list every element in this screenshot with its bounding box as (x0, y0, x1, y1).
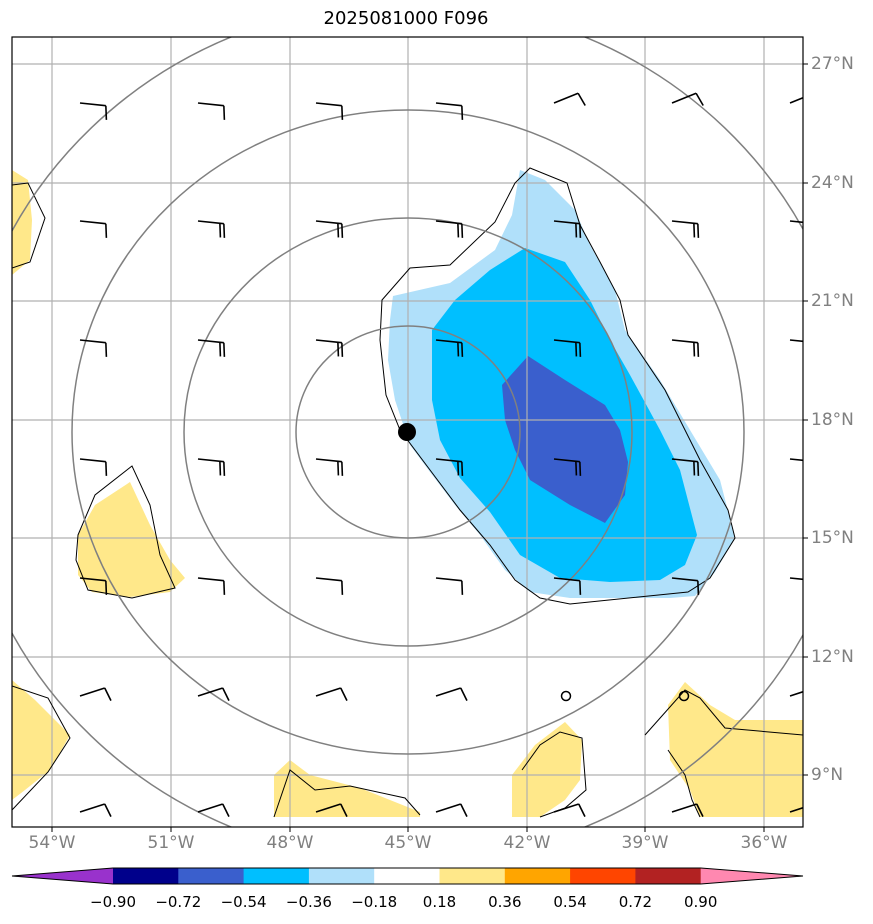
wind-barb (435, 803, 468, 818)
colorbar-tick-label: 0.72 (618, 893, 653, 911)
calm-wind-marker (678, 690, 690, 702)
colorbar-extend-low (12, 868, 113, 884)
map-panel (11, 36, 808, 832)
wind-barb (79, 577, 108, 595)
colorbar-segment (308, 868, 375, 884)
wind-barb (79, 339, 108, 357)
colorbar-tick-label: 0.18 (422, 893, 457, 911)
colorbar-tick-label: −0.54 (220, 893, 267, 911)
wind-barb (79, 687, 112, 702)
colorbar-extend-high (700, 868, 803, 884)
wind-barb (315, 577, 344, 595)
lon-tick-label: 36°W (740, 833, 788, 853)
wind-barb (197, 687, 230, 702)
colorbar-segment (635, 868, 702, 884)
lat-tick-label: 21°N (811, 291, 854, 311)
wind-barb (315, 339, 344, 357)
wind-barb (671, 458, 700, 476)
wind-barb (79, 803, 112, 818)
lat-tick-label: 18°N (811, 410, 854, 430)
lon-tick-label: 39°W (621, 833, 669, 853)
lat-tick-marks (803, 63, 808, 776)
wind-barb (553, 220, 582, 238)
lon-tick-label: 48°W (266, 833, 314, 853)
lat-tick-label: 24°N (811, 173, 854, 193)
wind-barb (315, 220, 344, 238)
colorbar-tick-label: 0.36 (488, 893, 522, 911)
wind-barb (553, 339, 582, 357)
anomaly-contour-lines (12, 167, 803, 818)
lat-tick-label: 27°N (811, 54, 854, 74)
wind-barb (197, 339, 226, 357)
colorbar-tick-label: −0.36 (285, 893, 332, 911)
wind-barb (79, 102, 108, 120)
colorbar-tick-label: 0.90 (683, 893, 718, 911)
wind-barb (435, 220, 464, 238)
lat-tick-label: 9°N (811, 765, 844, 785)
wind-barb (671, 803, 704, 818)
negative-anomaly-dark (502, 356, 628, 523)
colorbar-tick-label: −0.72 (155, 893, 202, 911)
lon-tick-label: 51°W (147, 833, 195, 853)
lon-tick-marks (51, 827, 765, 832)
colorbar-segment (113, 868, 179, 884)
wind-barb (789, 92, 803, 104)
wind-barb (671, 577, 700, 595)
wind-barb (435, 687, 468, 702)
wind-barb (197, 220, 226, 238)
wind-barb (553, 577, 582, 595)
wind-barb (79, 458, 108, 476)
wind-barb (315, 803, 348, 818)
wind-barb (197, 577, 226, 595)
lon-lat-grid (12, 37, 803, 827)
colorbar-tick-label: 0.54 (553, 893, 587, 911)
colorbar-segment (570, 868, 636, 884)
wind-barb (435, 339, 464, 357)
wind-barb (435, 577, 464, 595)
colorbar-segment (374, 868, 440, 884)
wind-barb (315, 102, 344, 120)
calm-wind-marker (560, 690, 572, 702)
range-rings (12, 37, 803, 827)
wind-barb (671, 339, 700, 357)
wind-barb (553, 92, 586, 106)
colorbar (11, 867, 804, 885)
wind-barb (789, 687, 803, 697)
wind-barb (671, 92, 704, 106)
storm-center-marker (398, 423, 416, 441)
wind-barb (789, 803, 803, 813)
wind-barb (197, 803, 230, 818)
positive-anomaly-shading (12, 170, 803, 817)
colorbar-tick-label: −0.18 (351, 893, 398, 911)
wind-barb (435, 458, 464, 476)
wind-barb (315, 687, 348, 702)
wind-barb (315, 458, 344, 476)
colorbar-outline (11, 867, 804, 885)
wind-barb (197, 102, 226, 120)
lon-tick-label: 54°W (28, 833, 76, 853)
lon-tick-label: 45°W (384, 833, 432, 853)
wind-barb (553, 803, 586, 818)
wind-barb (671, 220, 700, 238)
lon-tick-label: 42°W (503, 833, 551, 853)
wind-barbs (79, 92, 803, 818)
wind-barb (197, 458, 226, 476)
map-title: 2025081000 F096 (323, 8, 489, 29)
lat-tick-label: 15°N (811, 528, 854, 548)
colorbar-segment (504, 868, 571, 884)
wind-barb (553, 458, 582, 476)
colorbar-segment (178, 868, 245, 884)
lat-tick-label: 12°N (811, 647, 854, 667)
colorbar-tick-label: −0.90 (90, 893, 136, 911)
wind-barb (79, 220, 108, 238)
colorbar-segment (439, 868, 506, 884)
wind-barb (435, 102, 464, 120)
colorbar-segment (243, 868, 310, 884)
